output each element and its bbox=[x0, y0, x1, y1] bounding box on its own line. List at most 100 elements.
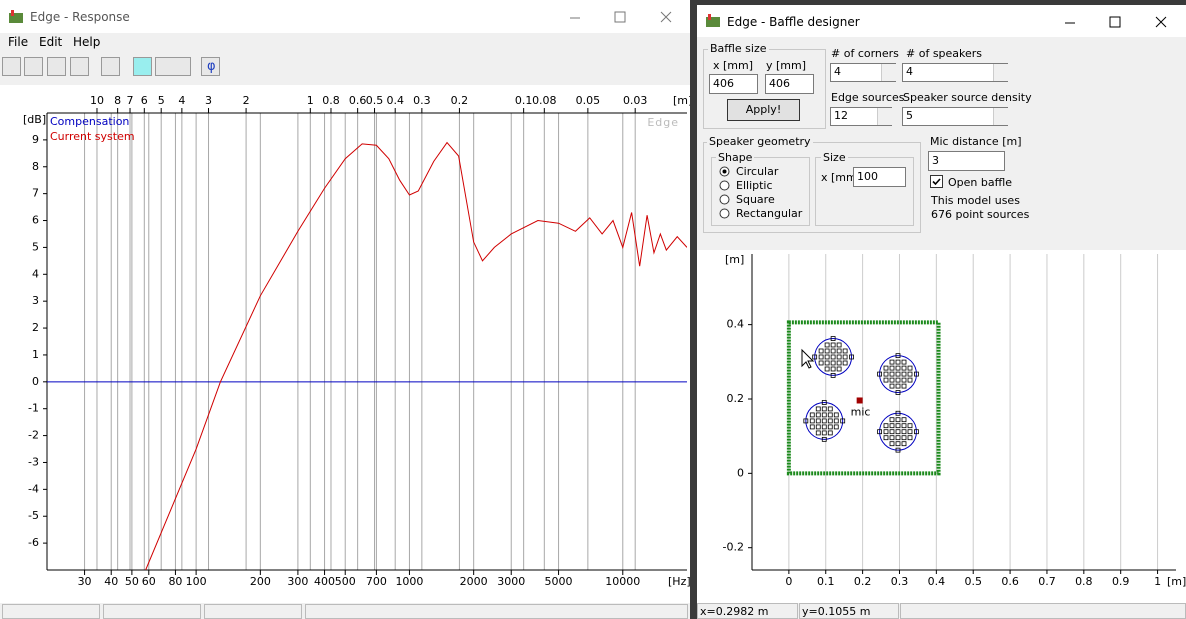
source-point bbox=[901, 423, 907, 429]
menu-file[interactable]: File bbox=[8, 35, 29, 49]
source-point bbox=[830, 366, 836, 372]
x-tick-label: 2000 bbox=[460, 575, 488, 588]
window-controls[interactable] bbox=[560, 8, 680, 26]
density-input[interactable]: 5 bbox=[902, 107, 1008, 126]
source-point bbox=[895, 435, 901, 441]
source-point bbox=[821, 418, 827, 424]
source-point bbox=[836, 348, 842, 354]
source-point bbox=[883, 423, 889, 429]
tool-new[interactable] bbox=[2, 57, 21, 76]
radio[interactable] bbox=[719, 166, 730, 177]
source-point bbox=[895, 390, 901, 395]
source-point bbox=[889, 423, 895, 429]
x-tick-label: 1000 bbox=[395, 575, 423, 588]
cursor bbox=[801, 348, 815, 369]
source-point bbox=[895, 359, 901, 365]
x-tick-label: 60 bbox=[142, 575, 156, 588]
radio[interactable] bbox=[719, 208, 730, 219]
source-point bbox=[815, 424, 821, 430]
x-tick-label: 5000 bbox=[545, 575, 573, 588]
group-label: Size bbox=[821, 151, 848, 164]
x2-tick-label: 8 bbox=[114, 94, 121, 107]
mic-distance-input[interactable]: 3 bbox=[928, 151, 1005, 171]
source-point bbox=[901, 417, 907, 423]
source-point bbox=[889, 365, 895, 371]
x-tick-label: 0.2 bbox=[854, 575, 872, 588]
x2-tick-label: 0.1 bbox=[515, 94, 533, 107]
tool-save[interactable] bbox=[47, 57, 66, 76]
status-panel bbox=[900, 603, 1186, 619]
speaker bbox=[814, 338, 853, 376]
size-input[interactable]: 100 bbox=[853, 167, 906, 187]
source-point bbox=[849, 354, 854, 360]
radio[interactable] bbox=[719, 180, 730, 191]
app-icon bbox=[9, 10, 23, 23]
x-tick-label: 0.8 bbox=[1075, 575, 1093, 588]
x-tick-label: 30 bbox=[78, 575, 92, 588]
radio-label: Circular bbox=[736, 165, 779, 178]
source-point bbox=[901, 435, 907, 441]
tool-print[interactable] bbox=[133, 57, 152, 76]
spin[interactable] bbox=[877, 108, 892, 125]
menu-help[interactable]: Help bbox=[73, 35, 101, 49]
radio-label: Square bbox=[736, 193, 775, 206]
tool-phase[interactable]: φ bbox=[201, 57, 220, 76]
spin[interactable] bbox=[881, 64, 896, 81]
source-point bbox=[889, 429, 895, 435]
apply-button[interactable]: Apply! bbox=[727, 99, 800, 121]
open-baffle-checkbox[interactable] bbox=[930, 175, 943, 188]
source-point bbox=[901, 365, 907, 371]
source-point bbox=[809, 412, 815, 418]
x-tick-label: 100 bbox=[186, 575, 207, 588]
info-text: This model uses bbox=[931, 194, 1020, 207]
source-point bbox=[824, 354, 830, 360]
x2-tick-label: 0.3 bbox=[413, 94, 431, 107]
x2-tick-label: 10 bbox=[90, 94, 104, 107]
input-y[interactable]: 406 bbox=[765, 74, 814, 94]
response-chart: 30 40 50 60 80 100 200 300 400 500 700 1000 2000 3000… bbox=[0, 85, 690, 603]
source-point bbox=[889, 377, 895, 383]
source-point bbox=[818, 354, 824, 360]
source-point bbox=[907, 435, 913, 441]
tool-open[interactable] bbox=[24, 57, 43, 76]
source-point bbox=[895, 429, 901, 435]
label: y [mm] bbox=[766, 59, 807, 72]
edge-sources-input[interactable]: 12 bbox=[830, 107, 892, 126]
source-point bbox=[895, 383, 901, 389]
x2-tick-label: 1 bbox=[307, 94, 314, 107]
tool-copy[interactable] bbox=[70, 57, 89, 76]
window-controls[interactable] bbox=[1057, 13, 1182, 31]
label: Speaker source density bbox=[903, 91, 1032, 104]
x-tick-label: 0.7 bbox=[1038, 575, 1056, 588]
mic-label: mic bbox=[851, 405, 871, 418]
y-tick-label: 0.4 bbox=[727, 318, 745, 331]
x-tick-label: 0.4 bbox=[928, 575, 946, 588]
spin[interactable] bbox=[993, 108, 1008, 125]
spin[interactable] bbox=[993, 64, 1008, 81]
menu-edit[interactable]: Edit bbox=[39, 35, 63, 49]
source-point bbox=[895, 441, 901, 447]
tool-draw[interactable] bbox=[101, 57, 120, 76]
x-tick-label: 200 bbox=[250, 575, 271, 588]
y-axis-label: [m] bbox=[725, 253, 744, 266]
group-label: Shape bbox=[716, 151, 755, 164]
input-x[interactable]: 406 bbox=[709, 74, 758, 94]
source-point bbox=[812, 354, 818, 360]
status-panel bbox=[2, 604, 100, 619]
title-bar: Edge - Baffle designer bbox=[697, 5, 1186, 37]
x2-tick-label: 0.2 bbox=[451, 94, 469, 107]
radio[interactable] bbox=[719, 194, 730, 205]
status-panel bbox=[103, 604, 201, 619]
window-title: Edge - Baffle designer bbox=[727, 15, 860, 29]
window-title: Edge - Response bbox=[30, 10, 130, 24]
source-point bbox=[889, 435, 895, 441]
source-point bbox=[821, 400, 827, 405]
source-point bbox=[883, 435, 889, 441]
x-tick-label: 0.9 bbox=[1112, 575, 1130, 588]
source-point bbox=[889, 371, 895, 377]
tool-delete[interactable] bbox=[155, 57, 191, 76]
x2-tick-label: 2 bbox=[243, 94, 250, 107]
mic bbox=[856, 397, 863, 404]
watermark: Edge bbox=[647, 116, 679, 129]
